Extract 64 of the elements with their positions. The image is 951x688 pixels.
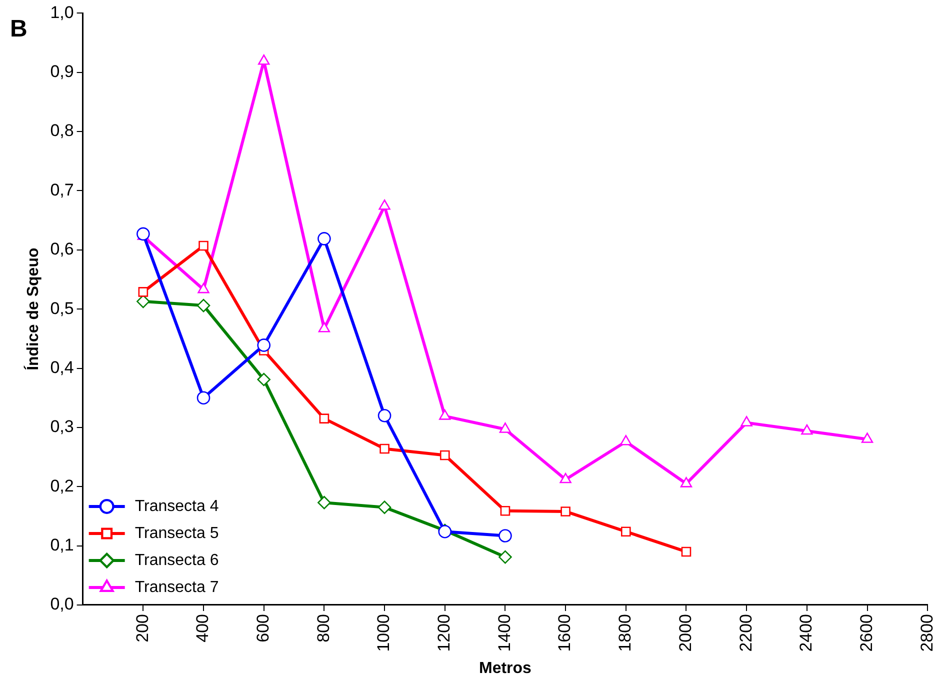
point — [258, 54, 270, 65]
y-tick-label: 0,1 — [50, 535, 74, 554]
point — [440, 450, 450, 460]
point — [680, 477, 692, 488]
legend-label: Transecta 4 — [134, 498, 219, 515]
x-tick-label: 200 — [132, 614, 152, 642]
y-tick-label: 0,2 — [50, 476, 74, 496]
point — [198, 282, 210, 294]
point — [138, 287, 148, 297]
point — [319, 414, 330, 424]
point — [380, 444, 390, 454]
point — [801, 424, 813, 435]
legend-label: Transecta 5 — [134, 524, 219, 542]
x-tick-label: 2200 — [736, 614, 756, 652]
point — [378, 199, 390, 210]
point — [681, 546, 692, 557]
y-tick-label: 0,5 — [50, 298, 74, 318]
point — [378, 408, 392, 422]
x-tick-label: 1200 — [434, 614, 454, 652]
legend-label: Transecta 7 — [134, 578, 219, 596]
point — [257, 372, 271, 386]
point — [198, 240, 208, 251]
point — [498, 550, 512, 564]
point — [318, 322, 330, 332]
y-tick-label: 0,6 — [50, 240, 74, 259]
point — [498, 529, 512, 542]
y-tick-label: 0,7 — [50, 180, 74, 200]
point — [740, 416, 752, 426]
x-tick-label: 2000 — [676, 614, 695, 652]
point — [499, 422, 512, 433]
x-tick-label: 1000 — [374, 614, 394, 652]
x-axis-title: Metros — [478, 660, 532, 677]
y-tick-label: 0,0 — [50, 594, 74, 614]
y-tick-label: 0,3 — [50, 417, 74, 436]
x-tick-label: 1800 — [616, 614, 635, 652]
point — [621, 526, 631, 536]
point — [439, 410, 451, 420]
x-tick-label: 2600 — [856, 614, 876, 652]
point — [257, 338, 271, 352]
point — [196, 391, 210, 405]
x-tick-label: 2800 — [917, 614, 936, 652]
point — [318, 232, 331, 246]
point — [378, 500, 392, 514]
y-tick-label: 1,0 — [50, 2, 74, 22]
point — [861, 432, 874, 443]
x-tick-label: 400 — [193, 614, 212, 642]
x-tick-label: 800 — [314, 614, 333, 642]
text: B — [10, 16, 28, 43]
point — [560, 472, 572, 484]
point — [136, 294, 150, 308]
x-tick-label: 600 — [254, 614, 273, 642]
point — [500, 506, 510, 516]
y-tick-label: 0,8 — [50, 121, 74, 140]
point — [620, 435, 632, 446]
legend-label: Transecta 6 — [134, 552, 219, 569]
x-tick-label: 1600 — [555, 614, 574, 652]
x-tick-label: 2400 — [796, 614, 816, 652]
y-tick-label: 0,4 — [50, 358, 74, 377]
point — [196, 298, 210, 312]
x-tick-label: 1400 — [494, 614, 514, 652]
point — [318, 496, 331, 510]
y-axis-title: Índice de Sqeuo — [23, 248, 42, 370]
y-tick-label: 0,9 — [50, 62, 74, 82]
point — [560, 506, 570, 516]
